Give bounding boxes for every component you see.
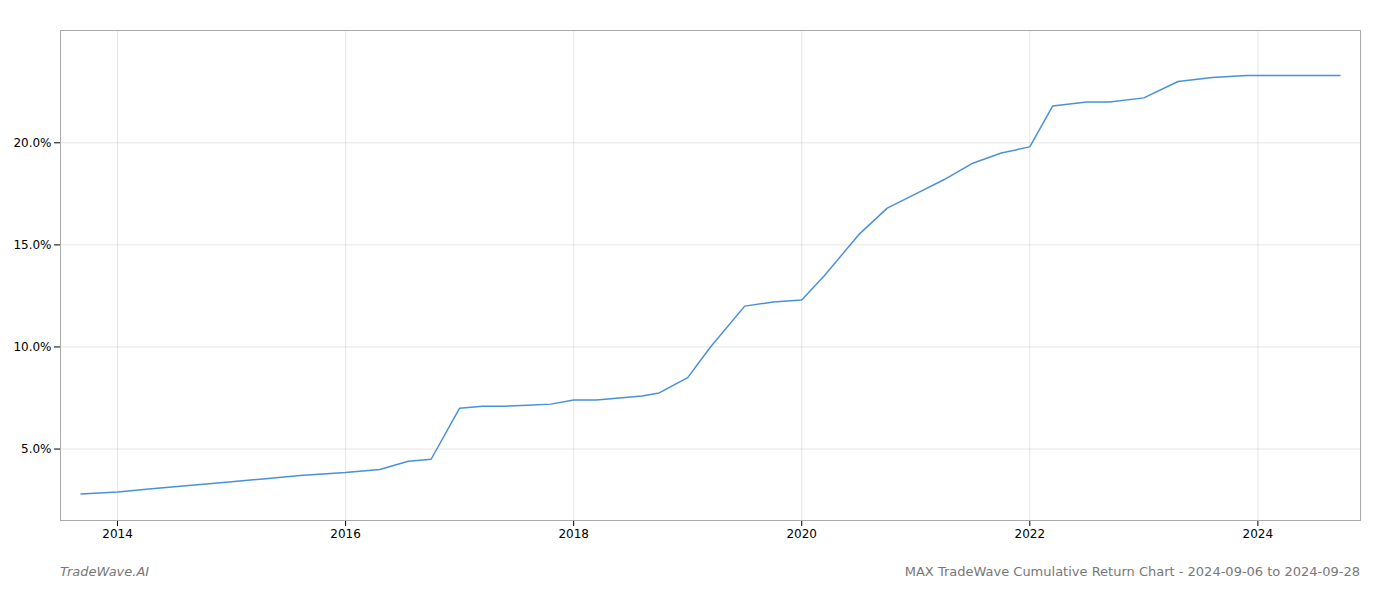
svg-text:2014: 2014 — [102, 527, 133, 541]
html-text:MAX TradeWave Cumulative Retur: MAX TradeWave Cumulative Return Chart - … — [904, 564, 1360, 579]
svg-text:2020: 2020 — [786, 527, 817, 541]
svg-text:2016: 2016 — [330, 527, 361, 541]
svg-text:5.0%: 5.0% — [21, 442, 52, 456]
svg-text:2024: 2024 — [1243, 527, 1274, 541]
svg-text:2018: 2018 — [558, 527, 589, 541]
svg-text:20.0%: 20.0% — [13, 136, 51, 150]
svg-text:10.0%: 10.0% — [13, 340, 51, 354]
svg-text:15.0%: 15.0% — [13, 238, 51, 252]
svg-text:2022: 2022 — [1015, 527, 1046, 541]
html-text:TradeWave.AI: TradeWave.AI — [60, 564, 150, 579]
